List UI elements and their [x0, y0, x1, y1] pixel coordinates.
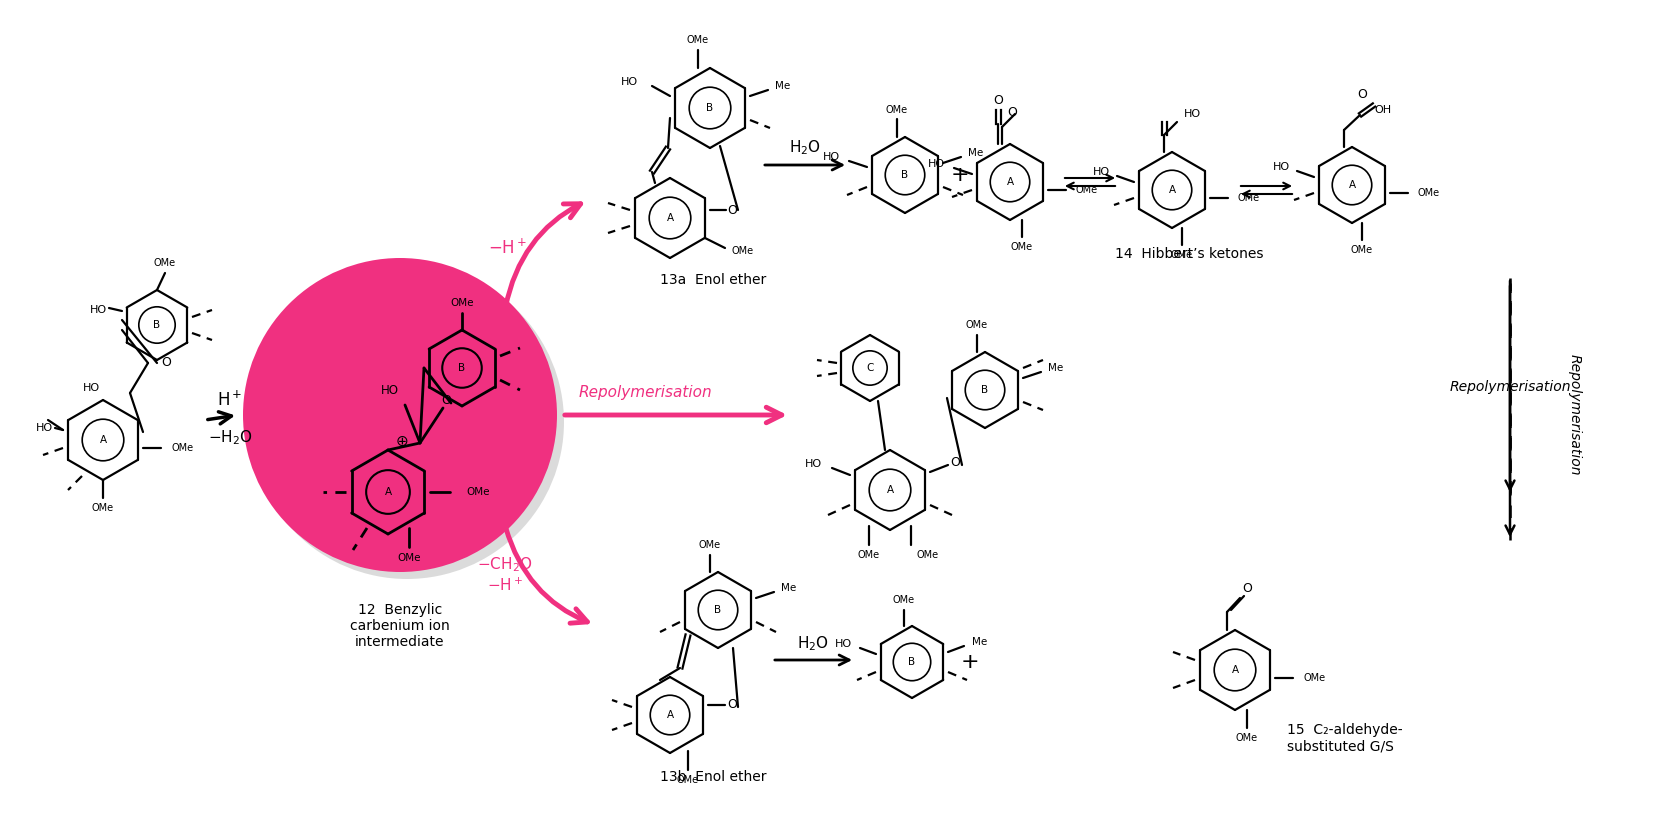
Text: B: B	[982, 385, 989, 395]
Text: A: A	[1007, 177, 1014, 187]
Text: O: O	[441, 393, 451, 406]
Text: Repolymerisation: Repolymerisation	[579, 384, 712, 400]
Text: OMe: OMe	[677, 775, 698, 785]
Text: HO: HO	[1185, 109, 1201, 119]
Text: O: O	[1243, 581, 1253, 595]
Text: OMe: OMe	[1236, 733, 1258, 743]
Text: HO: HO	[805, 459, 821, 469]
Text: H$_2$O: H$_2$O	[796, 635, 830, 654]
Text: O: O	[161, 356, 171, 369]
Text: H$^+$: H$^+$	[217, 391, 242, 410]
Text: C: C	[866, 363, 874, 373]
Text: OMe: OMe	[450, 298, 474, 308]
Text: OMe: OMe	[1350, 245, 1374, 255]
Text: O: O	[951, 456, 961, 469]
Text: OMe: OMe	[1010, 242, 1034, 252]
Text: A: A	[1168, 185, 1176, 195]
Text: HO: HO	[90, 305, 106, 315]
Text: A: A	[667, 710, 674, 720]
Text: OMe: OMe	[397, 553, 421, 563]
Text: B: B	[153, 320, 161, 330]
Text: H$_2$O: H$_2$O	[790, 138, 821, 157]
Text: HO: HO	[620, 77, 639, 87]
Text: 14  Hibbert’s ketones: 14 Hibbert’s ketones	[1115, 247, 1264, 261]
Text: Me: Me	[972, 637, 987, 647]
Text: $-$H$^+$: $-$H$^+$	[488, 238, 528, 258]
Text: Me: Me	[1048, 363, 1063, 373]
Text: 12  Benzylic
carbenium ion
intermediate: 12 Benzylic carbenium ion intermediate	[350, 603, 450, 649]
Text: OMe: OMe	[858, 550, 879, 560]
Text: $-$CH$_2$O
$-$H$^+$: $-$CH$_2$O $-$H$^+$	[478, 555, 533, 595]
Text: HO: HO	[823, 152, 839, 162]
Text: OMe: OMe	[154, 258, 176, 268]
Text: A: A	[886, 485, 894, 495]
Circle shape	[242, 258, 557, 572]
Text: HO: HO	[834, 639, 853, 649]
Text: 15  C₂-aldehyde-
substituted G/S: 15 C₂-aldehyde- substituted G/S	[1287, 723, 1402, 753]
Text: B: B	[715, 605, 722, 615]
Text: OMe: OMe	[1171, 250, 1193, 260]
Text: O: O	[1357, 88, 1367, 101]
Text: OMe: OMe	[966, 320, 989, 330]
Text: B: B	[458, 363, 466, 373]
Text: B: B	[901, 170, 909, 180]
Text: Me: Me	[967, 148, 984, 158]
Text: HO: HO	[83, 383, 100, 393]
Text: OMe: OMe	[893, 595, 916, 605]
Text: 13b  Enol ether: 13b Enol ether	[660, 770, 766, 784]
Text: B: B	[909, 657, 916, 667]
Text: Repolymerisation: Repolymerisation	[1568, 355, 1583, 476]
Text: OH: OH	[1374, 105, 1392, 115]
Text: A: A	[385, 487, 392, 497]
Text: OMe: OMe	[886, 105, 907, 115]
Text: OMe: OMe	[732, 246, 755, 256]
Text: Repolymerisation: Repolymerisation	[1450, 380, 1571, 394]
Text: OMe: OMe	[466, 487, 489, 497]
Text: O: O	[994, 93, 1004, 106]
Text: O: O	[727, 203, 737, 216]
Text: +: +	[951, 165, 969, 185]
Text: OMe: OMe	[1302, 673, 1326, 683]
Text: A: A	[1349, 180, 1355, 190]
Text: ⊕: ⊕	[395, 433, 408, 449]
Text: OMe: OMe	[1075, 185, 1097, 195]
Text: O: O	[727, 699, 737, 712]
Text: A: A	[667, 213, 674, 223]
Text: +: +	[961, 652, 979, 672]
Text: B: B	[707, 103, 713, 113]
Text: OMe: OMe	[91, 503, 114, 513]
Text: Me: Me	[775, 81, 790, 91]
Text: Me: Me	[781, 583, 796, 593]
Text: HO: HO	[382, 384, 400, 397]
Text: 13a  Enol ether: 13a Enol ether	[660, 273, 766, 287]
Text: OMe: OMe	[1238, 193, 1259, 203]
Text: OMe: OMe	[698, 540, 722, 550]
Text: O: O	[1007, 106, 1017, 119]
Text: OMe: OMe	[171, 443, 192, 453]
Text: HO: HO	[36, 423, 53, 433]
Text: HO: HO	[1093, 167, 1110, 177]
Text: A: A	[1231, 665, 1239, 675]
Text: HO: HO	[927, 159, 946, 169]
Text: A: A	[100, 435, 106, 445]
Text: $-$H$_2$O: $-$H$_2$O	[207, 428, 252, 447]
Text: OMe: OMe	[687, 35, 708, 45]
Text: OMe: OMe	[1417, 188, 1438, 198]
Text: OMe: OMe	[917, 550, 939, 560]
Circle shape	[251, 265, 564, 579]
Text: HO: HO	[1272, 162, 1291, 172]
